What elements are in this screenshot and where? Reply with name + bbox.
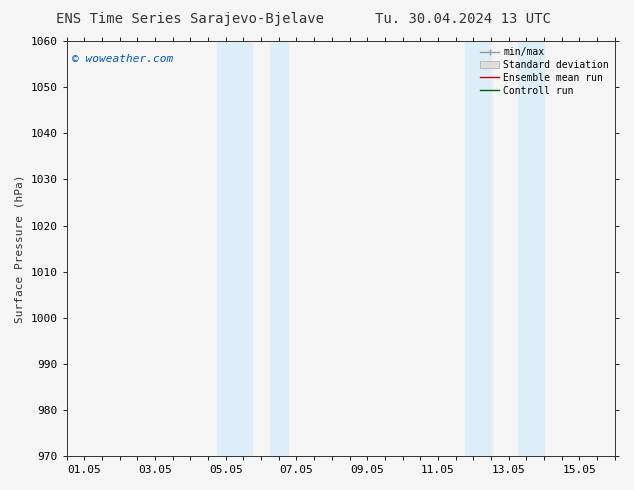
Y-axis label: Surface Pressure (hPa): Surface Pressure (hPa) bbox=[15, 174, 25, 323]
Bar bbox=[465, 41, 491, 456]
Bar bbox=[217, 41, 252, 456]
Bar bbox=[270, 41, 288, 456]
Text: ENS Time Series Sarajevo-Bjelave: ENS Time Series Sarajevo-Bjelave bbox=[56, 12, 324, 26]
Legend: min/max, Standard deviation, Ensemble mean run, Controll run: min/max, Standard deviation, Ensemble me… bbox=[476, 43, 613, 99]
Text: Tu. 30.04.2024 13 UTC: Tu. 30.04.2024 13 UTC bbox=[375, 12, 551, 26]
Text: © woweather.com: © woweather.com bbox=[72, 54, 173, 64]
Bar bbox=[517, 41, 544, 456]
